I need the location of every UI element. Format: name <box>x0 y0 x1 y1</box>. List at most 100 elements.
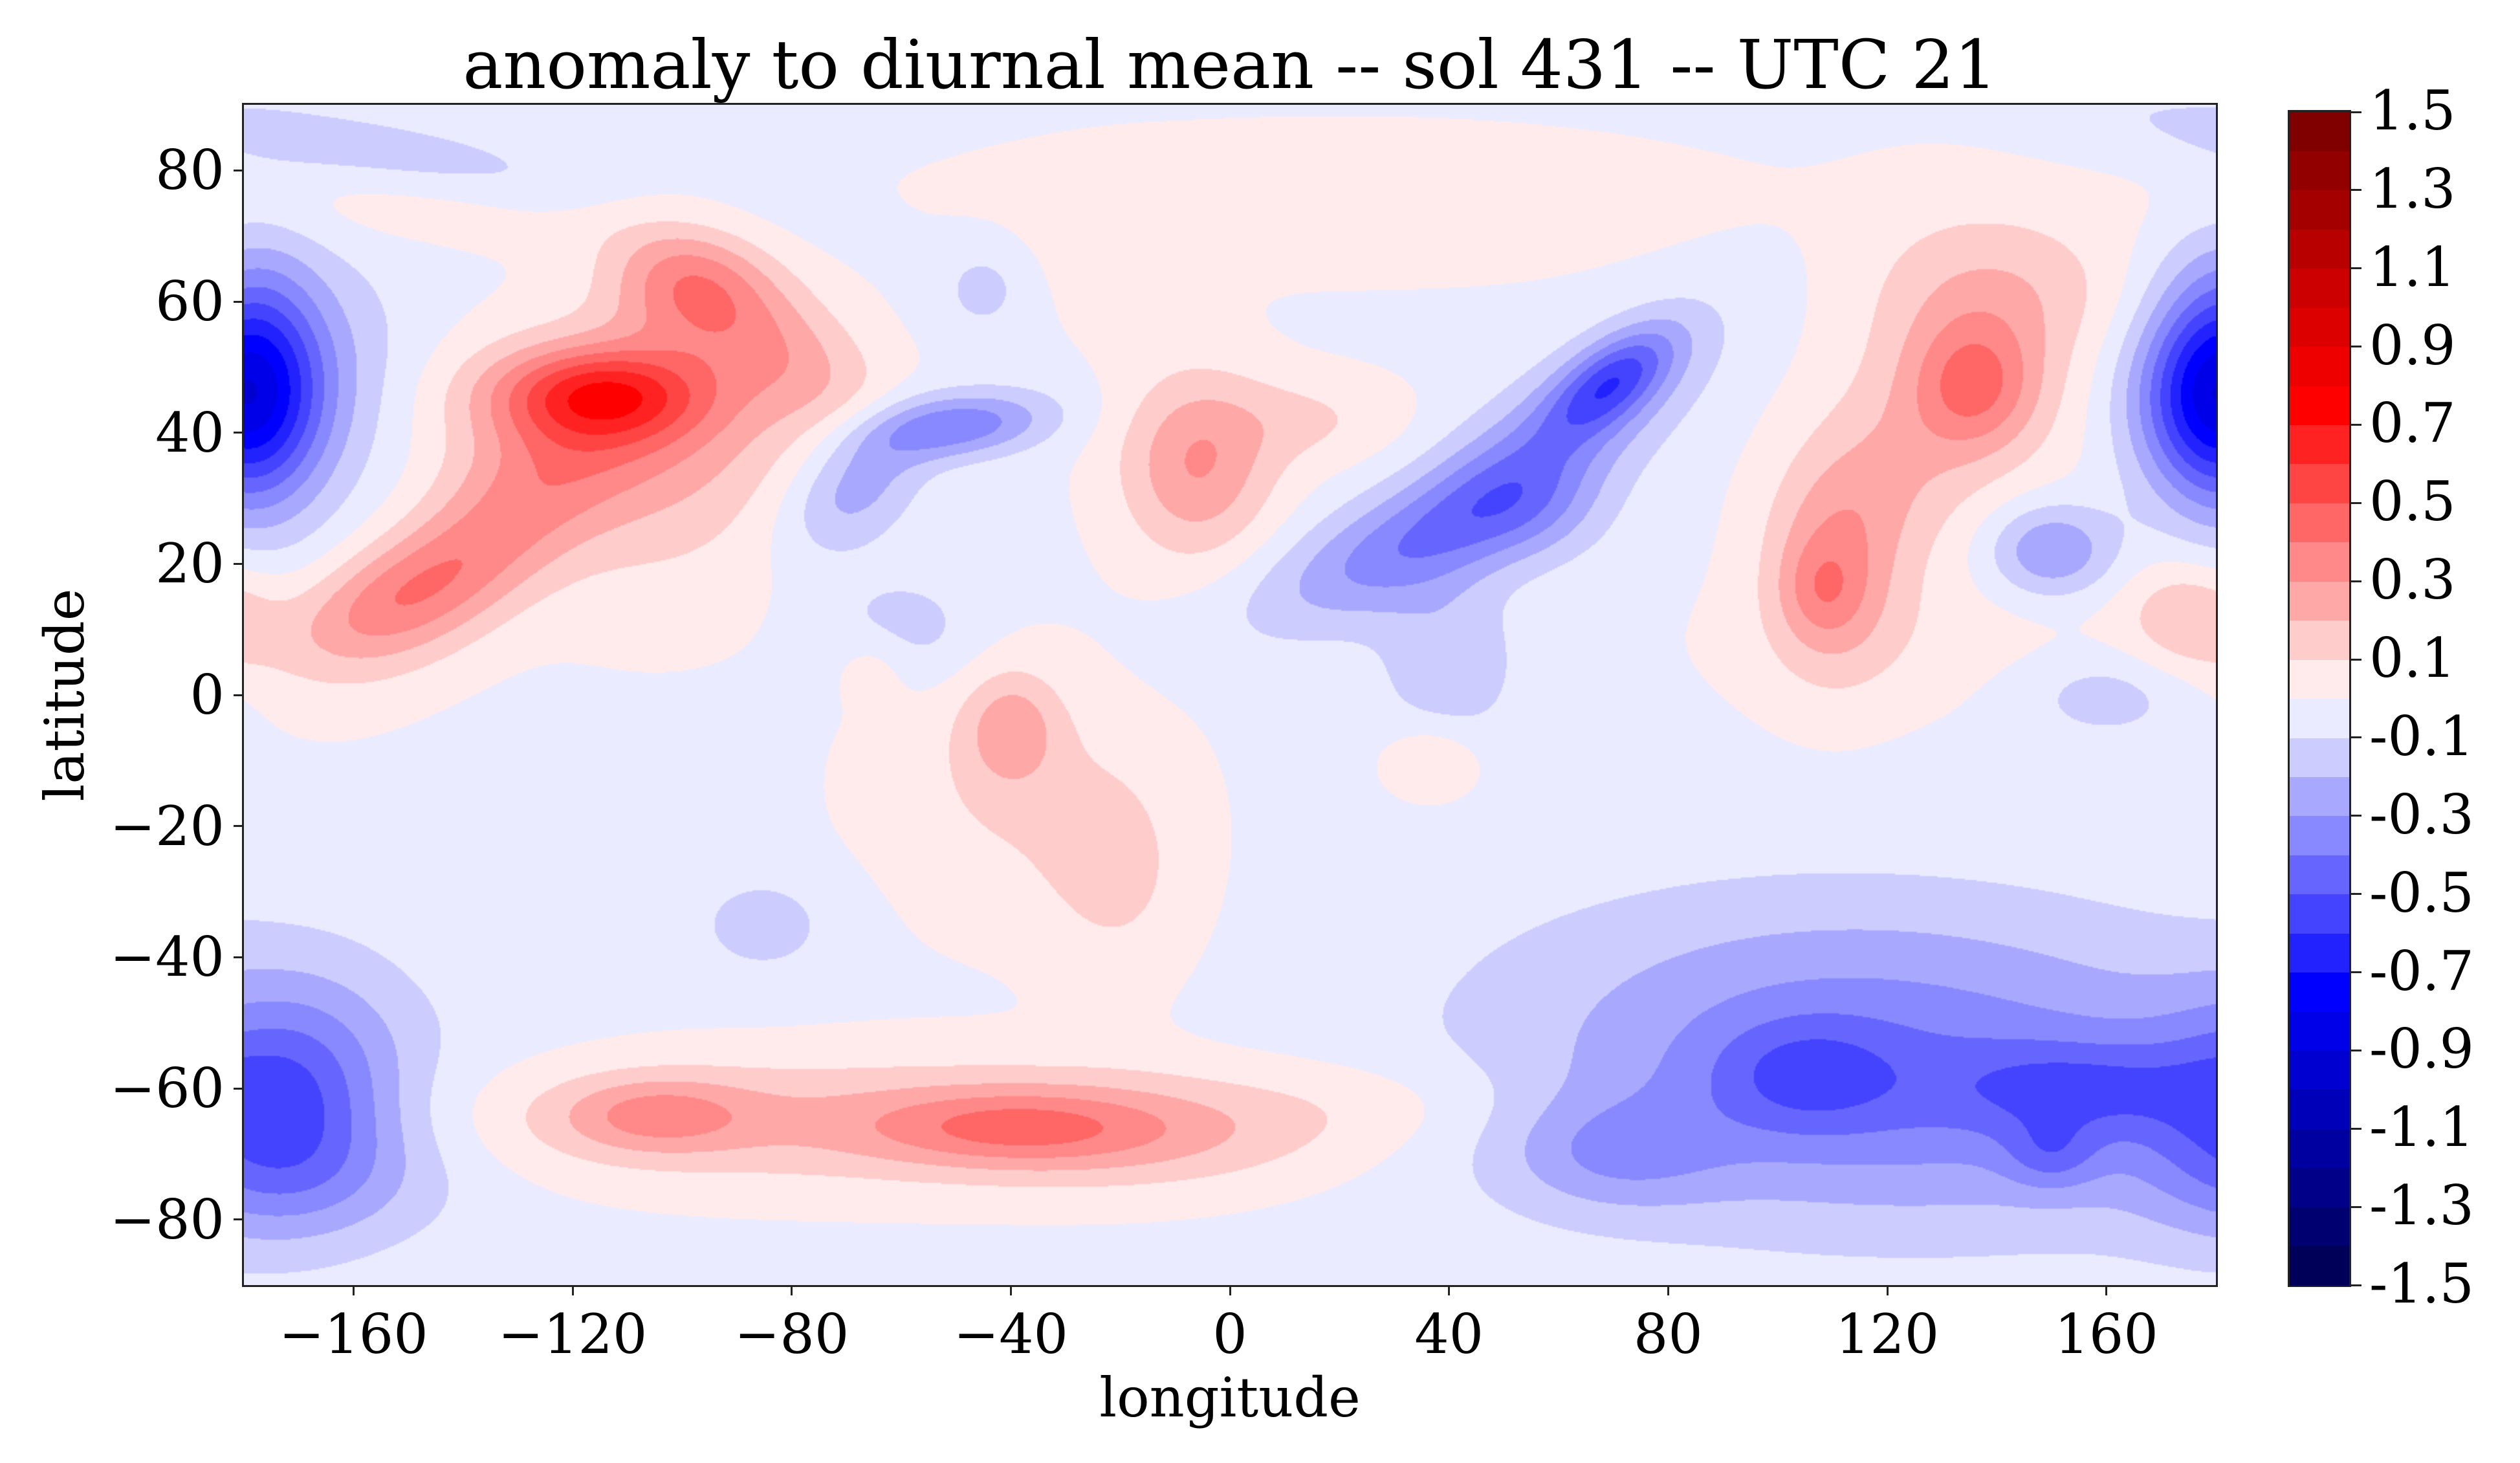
x-tick-mark <box>1229 1285 1231 1295</box>
colorbar-tick-label: 0.1 <box>2369 626 2456 690</box>
y-tick-label: 20 <box>155 532 225 596</box>
colorbar-band <box>2290 894 2349 934</box>
colorbar-band <box>2290 815 2349 855</box>
x-tick-mark <box>1009 1285 1012 1295</box>
y-tick-label: −60 <box>109 1057 225 1120</box>
colorbar-band <box>2290 855 2349 895</box>
x-tick-label: −160 <box>278 1303 428 1366</box>
y-tick-label: −80 <box>109 1187 225 1251</box>
y-tick-mark <box>234 432 244 434</box>
x-tick-label: −80 <box>734 1303 849 1366</box>
contour-field <box>244 105 2216 1285</box>
y-tick-label: 80 <box>155 138 225 203</box>
colorbar-tick-label: 0.5 <box>2369 470 2456 534</box>
colorbar-band <box>2290 268 2349 308</box>
y-tick-mark <box>234 956 244 958</box>
colorbar-tick-label: 0.9 <box>2369 313 2456 377</box>
x-tick-label: 40 <box>1414 1303 1484 1366</box>
x-tick-mark <box>2105 1285 2108 1295</box>
colorbar-tick-mark <box>2351 1127 2361 1130</box>
x-tick-mark <box>571 1285 574 1295</box>
colorbar-band <box>2290 1089 2349 1129</box>
colorbar-band <box>2290 190 2349 230</box>
y-tick-mark <box>234 694 244 696</box>
x-tick-label: −40 <box>953 1303 1068 1366</box>
colorbar-tick-mark <box>2351 580 2361 582</box>
colorbar-tick-label: -0.1 <box>2369 704 2474 768</box>
y-tick-mark <box>234 562 244 565</box>
x-tick-mark <box>1448 1285 1451 1295</box>
x-tick-mark <box>791 1285 793 1295</box>
colorbar-band <box>2290 229 2349 269</box>
y-tick-label: −40 <box>109 925 225 989</box>
colorbar-band <box>2290 659 2349 699</box>
y-tick-label: 0 <box>190 663 225 727</box>
y-tick-label: 60 <box>155 270 225 333</box>
colorbar-tick-mark <box>2351 1284 2361 1286</box>
y-tick-mark <box>234 169 244 171</box>
colorbar-tick-label: 1.1 <box>2369 235 2456 299</box>
colorbar-band <box>2290 503 2349 543</box>
plot-area <box>242 103 2218 1287</box>
colorbar-band <box>2290 776 2349 817</box>
colorbar-tick-mark <box>2351 346 2361 348</box>
colorbar-band <box>2290 1050 2349 1090</box>
x-tick-mark <box>1667 1285 1669 1295</box>
colorbar-band <box>2290 581 2349 621</box>
colorbar-tick-label: -0.9 <box>2369 1017 2474 1081</box>
y-tick-label: −20 <box>109 794 225 858</box>
colorbar-band <box>2290 346 2349 386</box>
colorbar-band <box>2290 1207 2349 1247</box>
x-tick-label: 160 <box>2054 1303 2158 1366</box>
x-tick-label: 120 <box>1835 1303 1940 1366</box>
colorbar-tick-mark <box>2351 111 2361 113</box>
y-axis-title: latitude <box>33 588 96 802</box>
y-tick-label: 40 <box>155 401 225 465</box>
x-tick-label: 0 <box>1212 1303 1247 1366</box>
colorbar-tick-label: 0.7 <box>2369 391 2456 456</box>
colorbar-band <box>2290 151 2349 191</box>
colorbar-tick-label: -0.5 <box>2369 861 2474 925</box>
colorbar-tick-label: -0.3 <box>2369 782 2474 846</box>
colorbar-tick-label: 1.5 <box>2369 79 2456 142</box>
colorbar-band <box>2290 972 2349 1012</box>
colorbar-band <box>2290 112 2349 152</box>
colorbar-tick-mark <box>2351 815 2361 817</box>
colorbar-band <box>2290 542 2349 582</box>
x-tick-mark <box>352 1285 355 1295</box>
x-tick-label: −120 <box>498 1303 648 1366</box>
colorbar-tick-label: -1.3 <box>2369 1174 2474 1238</box>
colorbar-tick-label: -1.5 <box>2369 1252 2474 1315</box>
colorbar-tick-label: 0.3 <box>2369 548 2456 612</box>
colorbar-band <box>2290 463 2349 503</box>
colorbar-tick-mark <box>2351 189 2361 192</box>
colorbar-tick-mark <box>2351 971 2361 974</box>
colorbar-band <box>2290 424 2349 465</box>
colorbar-band <box>2290 1167 2349 1207</box>
colorbar-band <box>2290 1011 2349 1051</box>
colorbar-band <box>2290 620 2349 660</box>
colorbar-tick-mark <box>2351 658 2361 661</box>
colorbar <box>2288 110 2351 1287</box>
chart-title: anomaly to diurnal mean -- sol 431 -- UT… <box>463 25 1997 104</box>
y-tick-mark <box>234 825 244 828</box>
x-axis-title: longitude <box>1099 1366 1361 1429</box>
colorbar-tick-label: -0.7 <box>2369 939 2474 1003</box>
x-tick-label: 80 <box>1633 1303 1703 1366</box>
colorbar-band <box>2290 1128 2349 1169</box>
x-tick-mark <box>1886 1285 1889 1295</box>
colorbar-tick-mark <box>2351 893 2361 896</box>
colorbar-band <box>2290 307 2349 347</box>
colorbar-band <box>2290 933 2349 973</box>
colorbar-band <box>2290 698 2349 738</box>
colorbar-tick-mark <box>2351 423 2361 426</box>
y-tick-mark <box>234 1087 244 1090</box>
colorbar-tick-mark <box>2351 501 2361 504</box>
colorbar-band <box>2290 386 2349 426</box>
colorbar-tick-mark <box>2351 1049 2361 1051</box>
colorbar-band <box>2290 1246 2349 1286</box>
colorbar-tick-mark <box>2351 267 2361 270</box>
y-tick-mark <box>234 1218 244 1221</box>
colorbar-tick-mark <box>2351 1205 2361 1208</box>
colorbar-band <box>2290 737 2349 777</box>
